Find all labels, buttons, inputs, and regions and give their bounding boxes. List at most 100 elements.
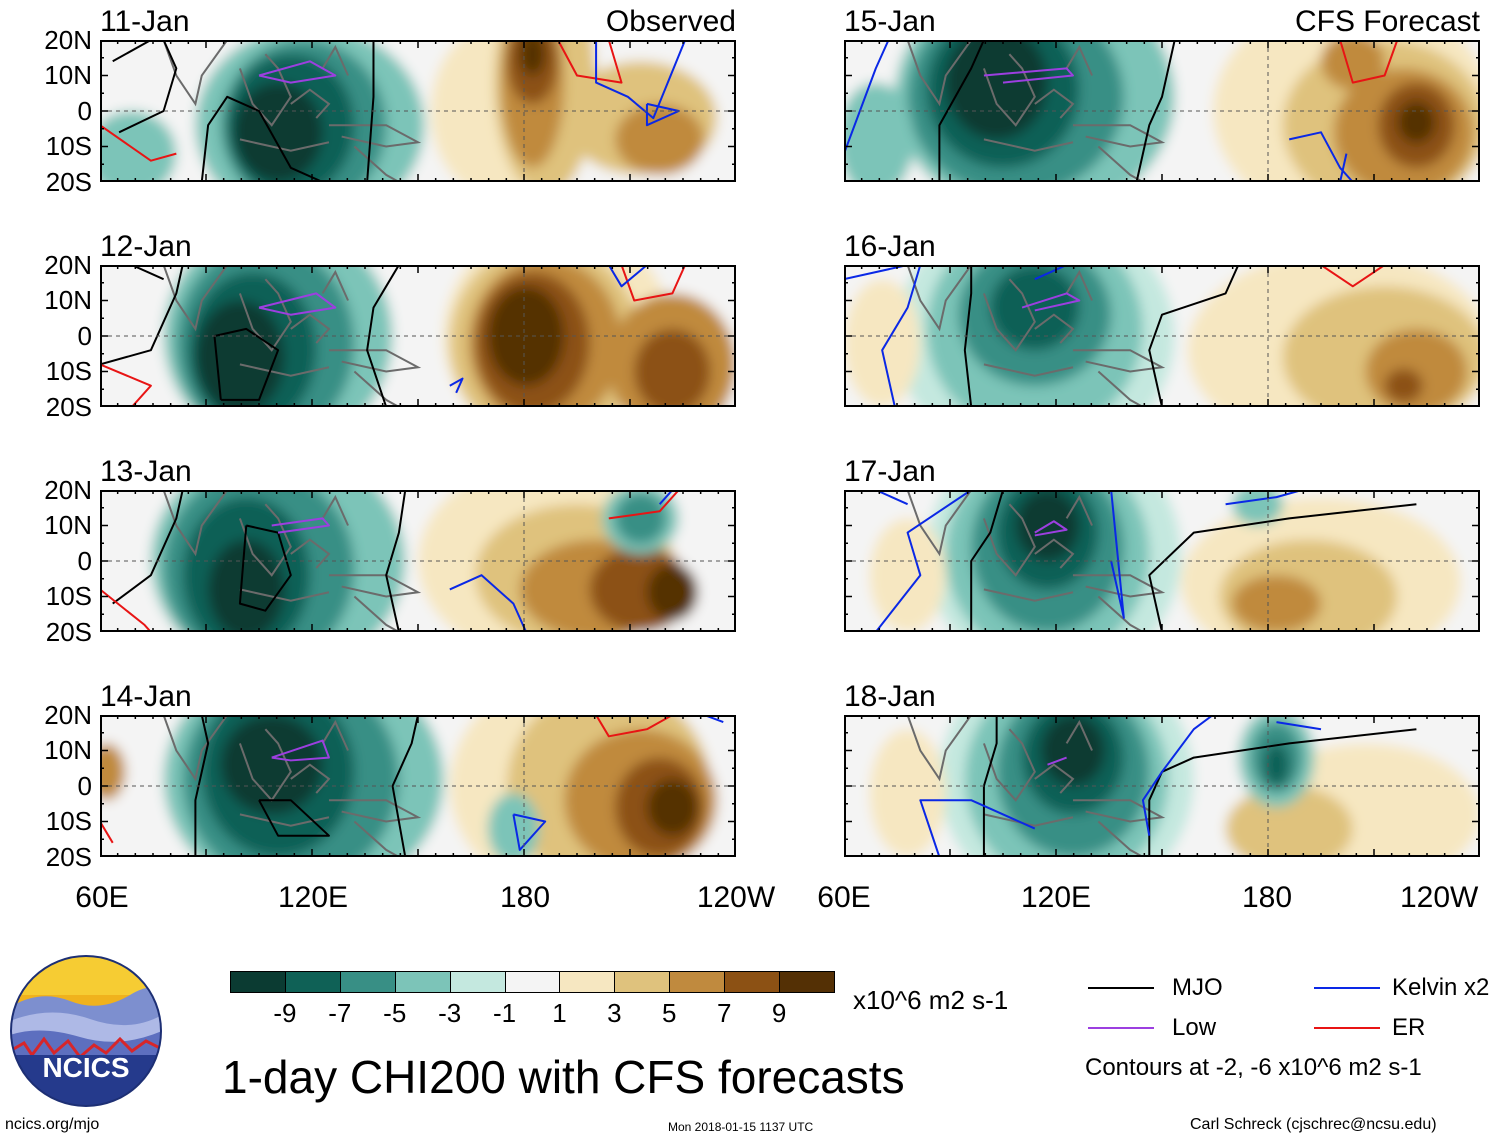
lon-label-120w-left: 120W	[696, 881, 776, 914]
anomaly-region-p2-11	[634, 328, 711, 407]
coastline-p6-3	[1034, 313, 1075, 344]
chi200-field-p8	[844, 715, 1480, 857]
colorbar-cell-4	[449, 971, 506, 993]
panel-source-p5: CFS Forecast	[1294, 5, 1480, 38]
kelvin-contour-p7-3	[875, 490, 909, 506]
anomaly-region-p8-5	[1041, 715, 1105, 786]
chi200-field-p3	[100, 490, 736, 632]
coastline-p6-2	[983, 363, 1074, 377]
coastline-p2-1	[238, 278, 292, 352]
er-contour-p1-5	[100, 124, 177, 162]
coastline-p6-1	[982, 278, 1036, 352]
coastline-p2-3	[290, 313, 331, 344]
mjo-contour-p2-1	[100, 265, 184, 366]
coastline-p4-2	[239, 813, 330, 827]
lat-label-p3-3: 10S	[45, 581, 92, 611]
coastline-p8-3	[1034, 763, 1075, 794]
coastline-p7-0	[906, 490, 973, 557]
lat-label-p4-1: 10N	[44, 735, 92, 765]
map-p5	[844, 40, 1480, 182]
mjo-contour-p3-2	[385, 490, 407, 632]
footer-author: Carl Schreck (cjschrec@ncsu.edu)	[1190, 1116, 1437, 1133]
units-label: x10^6 m2 s-1	[853, 985, 1009, 1015]
kelvin-contour-p7-4	[875, 490, 972, 632]
figure-title: 1-day CHI200 with CFS forecasts	[222, 1051, 905, 1103]
mjo-contour-p2-3	[366, 265, 400, 407]
anomaly-region-p4-4	[220, 715, 323, 815]
coastline-p3-3	[290, 538, 331, 569]
ncics-logo: NCICS	[10, 955, 162, 1107]
anomaly-region-p8-11	[869, 729, 946, 857]
kelvin-contour-p6-5	[1034, 265, 1068, 281]
kelvin-contour-p1-7	[595, 40, 687, 120]
coastline-p5-0	[906, 40, 973, 107]
legend-er-label: ER	[1392, 1014, 1426, 1041]
anomaly-region-p8-7	[1225, 786, 1353, 857]
lat-label-p2-2: 0	[77, 321, 92, 351]
coastline-p5-1	[982, 53, 1036, 127]
chi200-field-p7	[844, 490, 1480, 632]
anomaly-region-p3-4	[208, 539, 285, 632]
lat-label-p3-1: 10N	[44, 510, 92, 540]
kelvin-contour-p2-7	[607, 265, 648, 288]
colorbar-tick-label-2: -5	[383, 998, 407, 1028]
footer-url: ncics.org/mjo	[5, 1116, 100, 1133]
lat-label-p4-3: 10S	[45, 806, 92, 836]
map-p6	[844, 265, 1480, 407]
coastline-p1-1	[238, 53, 292, 127]
legend-er-line	[1314, 1027, 1380, 1029]
coastline-p7-3	[1034, 538, 1075, 569]
anomaly-region-p6-4	[990, 265, 1080, 351]
low-contour-p3-3	[271, 517, 330, 534]
er-contour-p2-5	[100, 363, 152, 407]
kelvin-contour-p2-8	[449, 377, 464, 394]
chi200-field-p1	[100, 40, 736, 182]
lat-label-p3-0: 20N	[44, 475, 92, 505]
coastline-p8-0	[906, 715, 973, 782]
lon-label-120e-left: 120E	[277, 881, 349, 914]
anomaly-region-p1-11	[615, 103, 705, 175]
mjo-contour-p3-1	[238, 524, 292, 612]
low-contour-p7-2	[1034, 520, 1068, 537]
coastline-p1-3	[290, 88, 331, 119]
colorbar-tick-label-7: 5	[662, 998, 677, 1028]
panel-date-p6: 16-Jan	[844, 230, 936, 263]
map-p3	[100, 490, 736, 632]
anomaly-region-p4-9	[646, 778, 698, 836]
anomaly-region-p5-9	[1397, 101, 1436, 144]
coastline-p3-0	[162, 490, 229, 557]
colorbar-cell-8	[669, 971, 726, 993]
er-contour-p5-3	[1339, 40, 1399, 84]
anomaly-region-p1-12	[100, 111, 177, 182]
anomaly-region-p1-9	[519, 40, 546, 76]
panel-date-p2: 12-Jan	[100, 230, 192, 263]
lat-label-p3-4: 20S	[45, 617, 92, 647]
anomaly-region-p3-9	[646, 563, 698, 621]
kelvin-contour-p3-7	[658, 490, 674, 505]
mjo-contour-p5-1	[1135, 40, 1176, 182]
anomaly-region-p6-9	[844, 279, 921, 407]
mjo-contour-p3-0	[112, 490, 184, 605]
map-p4	[100, 715, 736, 857]
lon-label-180-right: 180	[1241, 881, 1293, 914]
lat-label-p1-2: 0	[77, 96, 92, 126]
anomaly-region-p8-10	[1263, 743, 1290, 786]
coastline-p8-4	[1065, 719, 1093, 751]
kelvin-contour-p5-6	[1339, 153, 1348, 182]
chi200-field-p4	[100, 715, 736, 857]
kelvin-contour-p7-6	[1225, 490, 1303, 506]
panel-date-p4: 14-Jan	[100, 680, 192, 713]
panel-date-p1: 11-Jan	[100, 5, 190, 38]
footer-timestamp: Mon 2018-01-15 1137 UTC	[668, 1120, 814, 1134]
coastline-p5-3	[1034, 88, 1075, 119]
colorbar	[230, 971, 835, 993]
colorbar-tick-label-8: 7	[716, 998, 732, 1028]
panel-date-p7: 17-Jan	[844, 455, 936, 488]
coastline-p1-4	[321, 44, 349, 76]
coastline-p4-0	[162, 715, 229, 782]
colorbar-cell-3	[394, 971, 451, 993]
contours-note: Contours at -2, -6 x10^6 m2 s-1	[1085, 1054, 1422, 1081]
map-p7	[844, 490, 1480, 632]
panel-date-p3: 13-Jan	[100, 455, 192, 488]
low-contour-p6-2	[1021, 292, 1081, 312]
